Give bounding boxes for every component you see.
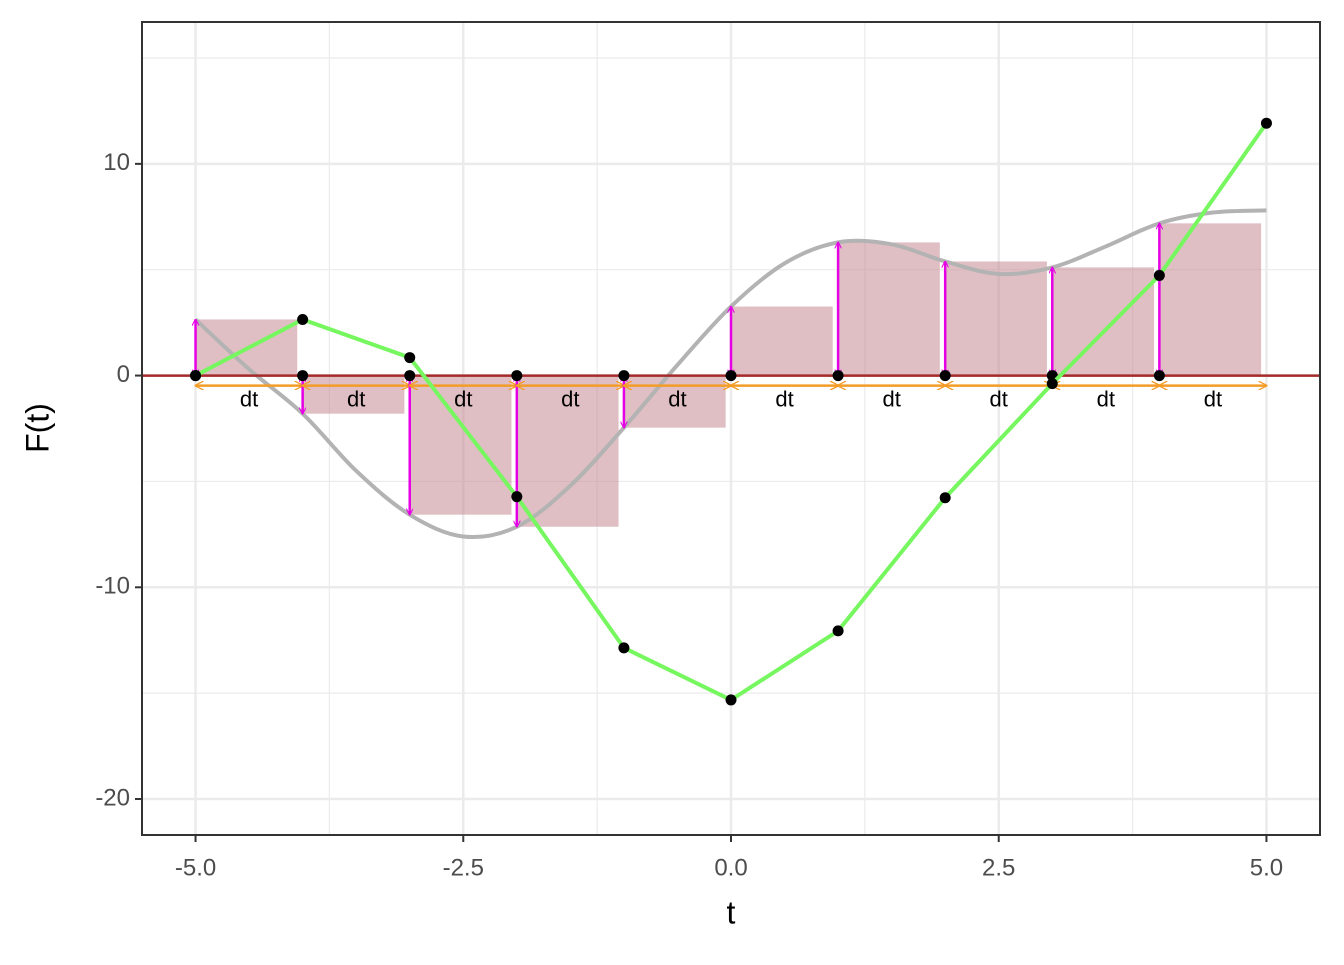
riemann-bar — [409, 375, 512, 515]
y-tick-label: 0 — [117, 361, 130, 388]
zero-point — [404, 370, 416, 382]
zero-point — [939, 370, 951, 382]
riemann-bar — [838, 242, 940, 376]
riemann-bar — [945, 261, 1047, 376]
x-tick-label: -2.5 — [443, 854, 484, 881]
step-label: dt — [668, 386, 686, 411]
zero-point — [1153, 370, 1165, 382]
y-tick-label: -10 — [95, 573, 130, 600]
cumulative-point — [618, 642, 630, 654]
cumulative-point — [939, 492, 951, 504]
y-tick-label: -20 — [95, 784, 130, 811]
y-axis-title: F(t) — [19, 403, 55, 453]
cumulative-point — [404, 352, 416, 364]
zero-point — [511, 370, 523, 382]
step-label: dt — [240, 386, 258, 411]
step-label: dt — [775, 386, 793, 411]
zero-point — [725, 370, 737, 382]
zero-point — [832, 370, 844, 382]
step-label: dt — [882, 386, 900, 411]
x-tick-label: 5.0 — [1250, 854, 1283, 881]
step-label: dt — [454, 386, 472, 411]
y-tick-label: 10 — [103, 149, 130, 176]
cumulative-point — [297, 313, 309, 325]
riemann-bar — [1159, 223, 1262, 376]
cumulative-point — [1046, 378, 1058, 390]
step-label: dt — [1097, 386, 1115, 411]
panel-border — [141, 21, 1321, 836]
x-tick-label: -5.0 — [175, 854, 216, 881]
step-label: dt — [990, 386, 1008, 411]
cumulative-point — [725, 694, 737, 706]
cumulative-point — [1260, 117, 1272, 129]
cumulative-point — [832, 625, 844, 637]
x-tick-label: 0.0 — [714, 854, 747, 881]
step-label: dt — [347, 386, 365, 411]
function-curve — [194, 208, 1267, 539]
x-axis-title: t — [727, 894, 736, 930]
step-label: dt — [1204, 386, 1222, 411]
cumulative-point — [511, 491, 523, 503]
cumulative-point — [1153, 269, 1165, 281]
riemann-bar — [1052, 267, 1155, 376]
step-label: dt — [561, 386, 579, 411]
cumulative-point — [190, 370, 202, 382]
zero-point — [618, 370, 630, 382]
x-tick-label: 2.5 — [982, 854, 1015, 881]
riemann-bar — [731, 306, 833, 376]
zero-point — [297, 370, 309, 382]
